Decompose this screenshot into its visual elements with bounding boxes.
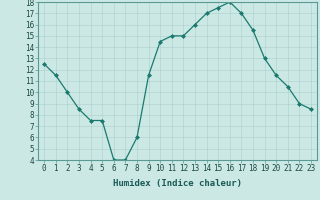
X-axis label: Humidex (Indice chaleur): Humidex (Indice chaleur) xyxy=(113,179,242,188)
